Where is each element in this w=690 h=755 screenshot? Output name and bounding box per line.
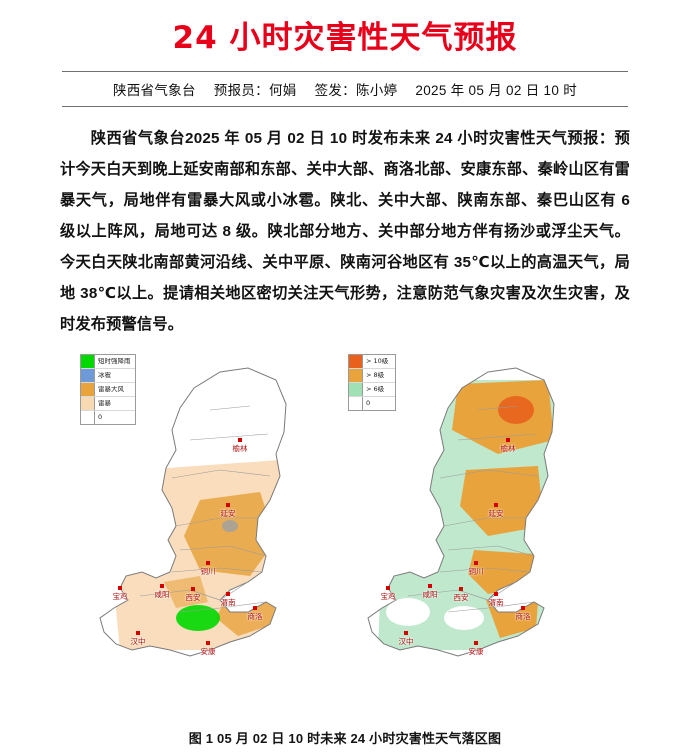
city-label: 汉中 — [398, 637, 414, 646]
legend-row: 短时强降雨 — [81, 355, 135, 369]
city-marker-dot — [191, 587, 195, 591]
city-marker-dot — [428, 584, 432, 588]
city-marker-dot — [494, 592, 498, 596]
city-marker-dot — [136, 631, 140, 635]
city-marker-dot — [226, 503, 230, 507]
city-marker-dot — [474, 641, 478, 645]
city-label: 宝鸡 — [112, 592, 128, 601]
city-label: 渭南 — [488, 598, 504, 607]
province-outline — [367, 367, 555, 657]
legend-row: 冰雹 — [81, 369, 135, 383]
document-meta: 陕西省气象台 预报员：何娟 签发：陈小婷 2025 年 05 月 02 日 10… — [62, 71, 628, 107]
prefecture-boundaries — [407, 405, 539, 613]
city-label: 榆林 — [500, 444, 516, 453]
city-label: 咸阳 — [154, 590, 170, 599]
legend-label: 冰雹 — [98, 372, 111, 379]
legend-label: 雷暴 — [98, 400, 111, 407]
city-marker-dot — [494, 503, 498, 507]
legend-swatch — [81, 383, 95, 396]
legend-row: 雷暴大风 — [81, 383, 135, 397]
meta-office: 陕西省气象台 — [112, 83, 196, 98]
city-label: 商洛 — [515, 612, 531, 621]
city-label: 安康 — [468, 647, 484, 656]
legend-label: > 6级 — [366, 386, 385, 393]
legend-row: 雷暴 — [81, 397, 135, 411]
forecast-body-text: 陕西省气象台2025 年 05 月 02 日 10 时发布未来 24 小时灾害性… — [60, 130, 630, 333]
city-label: 安康 — [200, 647, 216, 656]
city-label: 渭南 — [220, 598, 236, 607]
legend-label: 0 — [366, 400, 371, 407]
city-marker-dot — [474, 561, 478, 565]
meta-datetime: 2025 年 05 月 02 日 10 时 — [415, 83, 578, 98]
legend-wind: > 10级 > 8级 > 6级 0 — [348, 354, 396, 411]
city-label: 宝鸡 — [380, 592, 396, 601]
city-marker-dot — [206, 561, 210, 565]
legend-swatch — [81, 411, 95, 424]
city-label: 铜川 — [200, 567, 216, 576]
city-label: 西安 — [453, 593, 469, 602]
city-label: 铜川 — [468, 567, 484, 576]
city-marker-dot — [206, 641, 210, 645]
prefecture-boundaries — [139, 405, 271, 613]
legend-label: 雷暴大风 — [98, 386, 124, 393]
legend-swatch — [81, 397, 95, 410]
legend-row: > 10级 — [349, 355, 395, 369]
map-left-svg — [99, 367, 287, 657]
legend-label: > 8级 — [366, 372, 385, 379]
city-label: 延安 — [488, 509, 504, 518]
city-marker-dot — [160, 584, 164, 588]
legend-row: > 8级 — [349, 369, 395, 383]
city-marker-dot — [253, 606, 257, 610]
city-marker-dot — [521, 606, 525, 610]
city-label: 咸阳 — [422, 590, 438, 599]
legend-label: 0 — [98, 414, 103, 421]
city-label: 汉中 — [130, 637, 146, 646]
city-marker-dot — [459, 587, 463, 591]
map-wind: > 10级 > 8级 > 6级 0 榆林延安铜川宝鸡 咸阳 西安渭南汉中安康 商洛 — [348, 350, 608, 670]
map-severe-weather: 短时强降雨冰雹雷暴大风雷暴 0 榆林延安铜川宝鸡 咸阳 西安渭南汉中安康 商洛 — [80, 350, 340, 670]
city-marker-dot — [226, 592, 230, 596]
legend-severe-weather: 短时强降雨冰雹雷暴大风雷暴 0 — [80, 354, 136, 425]
legend-swatch — [81, 355, 95, 368]
forecast-body: 陕西省气象台2025 年 05 月 02 日 10 时发布未来 24 小时灾害性… — [60, 123, 630, 340]
legend-swatch — [349, 383, 363, 396]
legend-swatch — [81, 369, 95, 382]
city-marker-dot — [404, 631, 408, 635]
city-marker-dot — [506, 438, 510, 442]
city-label: 商洛 — [247, 612, 263, 621]
city-label: 榆林 — [232, 444, 248, 453]
legend-row: 0 — [81, 411, 135, 424]
legend-swatch — [349, 355, 363, 368]
legend-swatch — [349, 397, 363, 410]
city-marker-dot — [238, 438, 242, 442]
city-label: 西安 — [185, 593, 201, 602]
legend-label: > 10级 — [366, 358, 389, 365]
page-title: 24 小时灾害性天气预报 — [172, 20, 518, 56]
legend-swatch — [349, 369, 363, 382]
map-figure: 短时强降雨冰雹雷暴大风雷暴 0 榆林延安铜川宝鸡 咸阳 西安渭南汉中安康 商洛 — [60, 350, 630, 680]
figure-caption: 图 1 05 月 02 日 10 时未来 24 小时灾害性天气落区图 — [188, 731, 502, 746]
legend-row: > 6级 — [349, 383, 395, 397]
city-marker-dot — [118, 586, 122, 590]
city-label: 延安 — [220, 509, 236, 518]
province-outline — [99, 367, 287, 657]
legend-label: 短时强降雨 — [98, 358, 131, 365]
legend-row: 0 — [349, 397, 395, 410]
meta-signer: 签发：陈小婷 — [314, 83, 398, 98]
city-marker-dot — [386, 586, 390, 590]
meta-forecaster: 预报员：何娟 — [213, 83, 297, 98]
